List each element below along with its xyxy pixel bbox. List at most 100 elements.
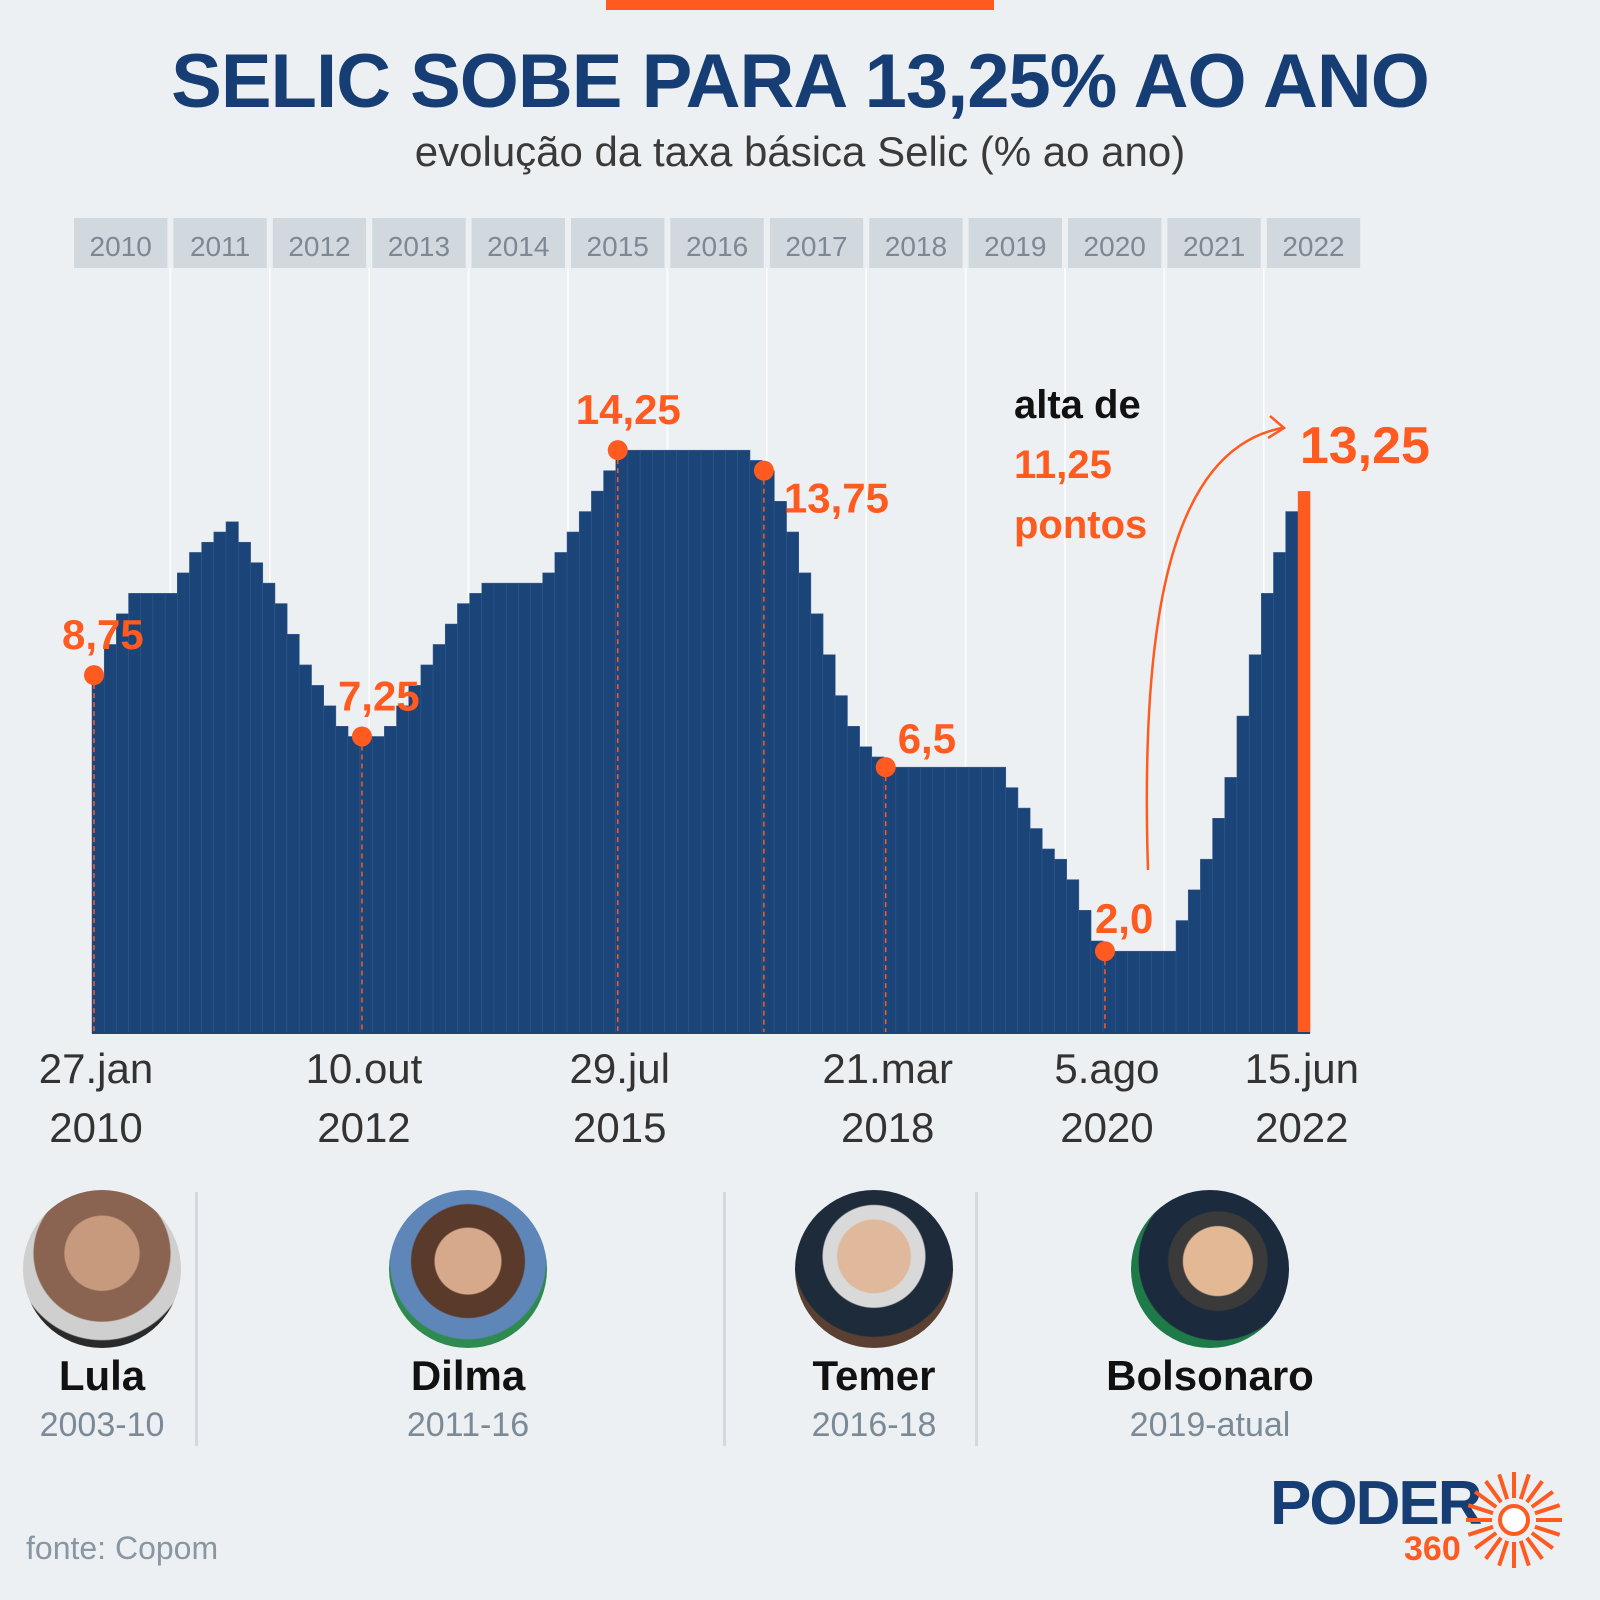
logo-ray	[1525, 1536, 1544, 1561]
bar	[1261, 593, 1275, 1034]
bar	[1212, 818, 1226, 1034]
logo-sun-icon	[1466, 1472, 1562, 1568]
bar	[1078, 910, 1092, 1034]
value-label: 8,75	[62, 611, 144, 658]
bar	[944, 766, 958, 1034]
bar	[932, 766, 946, 1034]
year-box	[571, 218, 665, 268]
year-label: 2020	[1084, 231, 1146, 262]
president-name: Temer	[812, 1352, 936, 1399]
bar	[432, 644, 446, 1034]
bar	[152, 593, 166, 1034]
bar	[444, 623, 458, 1034]
year-label: 2019	[984, 231, 1046, 262]
bar	[773, 501, 787, 1034]
bar	[786, 531, 799, 1034]
bar	[676, 449, 690, 1034]
bar	[871, 756, 885, 1034]
logo-ray	[1518, 1540, 1531, 1567]
lula-photo	[23, 1190, 181, 1348]
bar	[250, 562, 264, 1034]
logo-ray	[1530, 1531, 1555, 1550]
bar	[1066, 879, 1080, 1034]
year-label: 2014	[487, 231, 549, 262]
president-years: 2016-18	[811, 1406, 937, 1444]
bar	[481, 582, 495, 1034]
bar	[1236, 715, 1250, 1034]
logo-ray	[1497, 1540, 1510, 1567]
bar	[420, 664, 434, 1034]
year-box	[272, 218, 367, 268]
x-tick-date: 10.out	[306, 1045, 423, 1092]
year-label: 2010	[90, 231, 152, 262]
year-label: 2018	[885, 231, 947, 262]
logo-ray	[1534, 1524, 1561, 1537]
bar	[1005, 787, 1019, 1034]
year-box	[968, 218, 1062, 268]
value-label: 14,25	[576, 386, 681, 433]
president-years: 2003-10	[39, 1406, 165, 1444]
president-dilma: Dilma 2011-16	[338, 1190, 598, 1445]
logo-ray	[1534, 1503, 1561, 1516]
bar	[140, 593, 154, 1034]
bar	[968, 766, 982, 1034]
bar	[408, 685, 422, 1034]
bar	[822, 654, 836, 1034]
logo-core	[1498, 1504, 1530, 1536]
bar	[1187, 889, 1201, 1034]
x-tick-year: 2010	[49, 1104, 142, 1150]
logo-wordmark: PODER	[1270, 1469, 1482, 1538]
bar-current	[1297, 491, 1311, 1033]
bar	[1029, 828, 1043, 1034]
bar	[310, 685, 324, 1034]
bar	[798, 572, 812, 1034]
bar	[128, 593, 142, 1034]
logo-ray	[1473, 1490, 1498, 1509]
president-years: 2019-atual	[1129, 1406, 1291, 1444]
x-tick-year: 2020	[1060, 1104, 1153, 1150]
year-label: 2013	[388, 231, 450, 262]
bar	[688, 449, 702, 1034]
bar	[591, 490, 605, 1034]
year-box	[1167, 218, 1261, 268]
logo-ray	[1473, 1531, 1498, 1550]
value-label: 2,0	[1095, 895, 1153, 942]
bar	[700, 449, 714, 1034]
point-marker	[607, 440, 628, 461]
bar	[457, 603, 471, 1034]
logo-ray	[1467, 1503, 1494, 1516]
value-label: 13,75	[784, 475, 889, 522]
x-tick-date: 29.jul	[570, 1045, 670, 1092]
bar	[980, 766, 994, 1034]
bar	[737, 449, 751, 1034]
x-tick-year: 2022	[1255, 1104, 1348, 1150]
point-marker	[875, 757, 896, 778]
bar	[725, 449, 739, 1034]
x-tick-year: 2015	[573, 1104, 666, 1150]
bar	[1163, 950, 1177, 1034]
bar	[286, 633, 300, 1034]
president-years: 2011-16	[406, 1406, 530, 1444]
bar	[1127, 950, 1141, 1034]
bar	[1273, 552, 1287, 1034]
bar	[846, 726, 860, 1034]
bar	[323, 705, 337, 1034]
bar	[371, 736, 385, 1034]
year-box	[74, 218, 168, 268]
temer-photo	[795, 1190, 953, 1348]
bar	[469, 593, 483, 1034]
top-accent-bar	[606, 0, 994, 10]
bar	[652, 449, 666, 1034]
bar	[1053, 858, 1067, 1034]
bar	[919, 766, 933, 1034]
year-label: 2022	[1282, 231, 1344, 262]
bar	[298, 664, 312, 1034]
bar	[164, 593, 178, 1034]
bar	[639, 449, 653, 1034]
year-box	[173, 218, 267, 268]
year-box	[869, 218, 963, 268]
bar	[493, 582, 507, 1034]
point-marker	[1094, 941, 1115, 962]
callout-arrowhead	[1267, 415, 1287, 440]
bar	[603, 470, 617, 1034]
